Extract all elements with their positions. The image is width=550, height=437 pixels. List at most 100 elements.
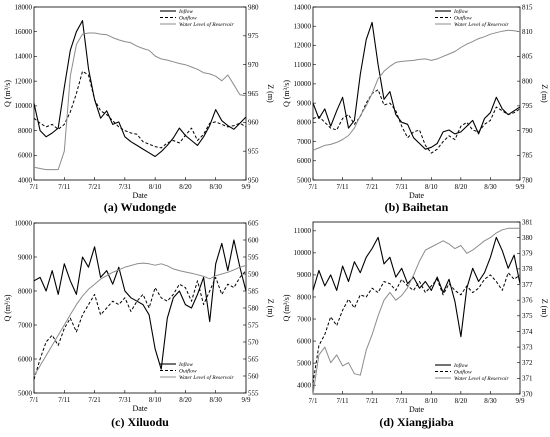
y-right-axis-label: Z (m) [540, 84, 549, 103]
y-left-tick-label: 5000 [297, 359, 312, 367]
series-line-outflow [312, 272, 521, 384]
y-right-tick-label: 378 [522, 265, 533, 273]
y-left-tick-label: 7000 [297, 138, 312, 146]
plot-frame [312, 221, 521, 395]
legend-label: Water Level of Reservoir [179, 21, 234, 28]
y-left-tick-label: 8000 [297, 119, 312, 127]
x-tick-label: 8/30 [484, 397, 497, 405]
y-right-axis-label: Z (m) [266, 84, 275, 103]
x-tick-label: 7/31 [395, 183, 408, 191]
x-tick-label: 7/11 [336, 183, 349, 191]
y-right-tick-label: 980 [248, 3, 259, 11]
y-left-tick-label: 4000 [297, 381, 312, 389]
y-right-tick-label: 785 [522, 152, 533, 160]
x-tick-label: 7/1 [309, 397, 318, 405]
y-right-tick-label: 565 [248, 355, 259, 363]
y-left-tick-label: 8000 [297, 293, 312, 301]
y-right-tick-label: 960 [248, 119, 259, 127]
chart-panel-a-wudongde: 4000 6000 8000 10000 12000 14000 16000 18000 950… [3, 3, 275, 214]
y-right-tick-label: 815 [522, 3, 533, 11]
x-tick-label: 7/11 [336, 397, 349, 405]
x-tick-label: 8/10 [425, 397, 438, 405]
legend-label: Water Level of Reservoir [454, 21, 509, 28]
y-right-tick-label: 780 [522, 176, 533, 184]
y-right-tick-label: 975 [248, 32, 259, 40]
y-right-tick-label: 585 [248, 287, 259, 295]
y-left-tick-label: 9000 [297, 99, 312, 107]
series-line-water-level-of-reservoir [33, 32, 247, 171]
y-left-tick-label: 10000 [15, 102, 33, 110]
x-tick-label: 7/1 [30, 183, 39, 191]
y-right-tick-label: 575 [248, 321, 259, 329]
y-right-tick-label: 605 [248, 219, 259, 227]
plot-frame [312, 6, 521, 181]
x-tick-label: 9/9 [516, 397, 525, 405]
x-tick-label: 7/1 [30, 396, 39, 404]
y-right-tick-label: 955 [248, 147, 259, 155]
y-left-tick-label: 16000 [15, 28, 33, 36]
y-left-tick-label: 6000 [297, 157, 312, 165]
legend-label: Water Level of Reservoir [454, 375, 509, 382]
x-tick-label: 7/21 [88, 396, 101, 404]
chart-panel-c-xiluodu: 5000 6000 7000 8000 9000 10000 555 560 565 570 575… [3, 219, 275, 429]
y-right-tick-label: 595 [248, 253, 259, 261]
y-right-tick-label: 600 [248, 236, 259, 244]
x-tick-label: 7/1 [309, 183, 318, 191]
x-tick-label: 7/31 [119, 183, 132, 191]
y-right-tick-label: 800 [522, 77, 533, 85]
series-line-outflow [312, 89, 521, 154]
y-right-tick-label: 810 [522, 28, 533, 36]
y-right-tick-label: 790 [522, 127, 533, 135]
legend-label: Outflow [454, 15, 472, 22]
x-tick-label: 8/10 [425, 183, 438, 191]
series-line-outflow [33, 270, 247, 380]
y-left-tick-label: 18000 [15, 3, 33, 11]
y-left-tick-label: 5000 [297, 176, 312, 184]
x-tick-label: 8/20 [455, 183, 468, 191]
y-right-axis-label: Z (m) [266, 299, 275, 318]
legend-label: Inflow [178, 8, 193, 15]
y-left-axis-label: Q (m³/s) [3, 294, 12, 321]
y-left-tick-label: 9000 [18, 253, 33, 261]
y-left-tick-label: 5000 [18, 389, 33, 397]
y-right-tick-label: 373 [522, 343, 533, 351]
y-right-tick-label: 795 [522, 102, 533, 110]
y-right-tick-label: 805 [522, 53, 533, 61]
y-left-tick-label: 10000 [294, 80, 312, 88]
x-tick-label: 8/30 [209, 183, 222, 191]
y-left-tick-label: 8000 [18, 127, 33, 135]
y-right-tick-label: 560 [248, 372, 259, 380]
y-right-tick-label: 965 [248, 90, 259, 98]
y-left-tick-label: 8000 [18, 287, 33, 295]
y-left-axis-label: Q (m³/s) [282, 80, 291, 107]
panel-caption: (d) Xiangjiaba [379, 415, 453, 429]
x-tick-label: 8/20 [455, 397, 468, 405]
legend-label: Outflow [179, 15, 197, 22]
x-axis-label: Date [409, 191, 425, 200]
plot-frame [33, 222, 247, 394]
x-tick-label: 7/11 [58, 183, 71, 191]
legend-label: Inflow [453, 362, 468, 369]
y-right-tick-label: 376 [522, 296, 533, 304]
series-line-outflow [33, 70, 247, 149]
x-tick-label: 7/31 [119, 396, 132, 404]
y-left-axis-label: Q (m³/s) [3, 80, 12, 107]
y-left-tick-label: 12000 [294, 42, 312, 50]
y-right-tick-label: 372 [522, 359, 533, 367]
y-right-tick-label: 590 [248, 270, 259, 278]
y-right-tick-label: 580 [248, 304, 259, 312]
x-tick-label: 8/20 [179, 396, 192, 404]
y-right-tick-label: 370 [522, 390, 533, 398]
series-line-inflow [33, 239, 247, 370]
legend-label: Outflow [179, 368, 197, 375]
x-tick-label: 7/21 [366, 183, 379, 191]
x-tick-label: 8/10 [149, 183, 162, 191]
x-tick-label: 9/9 [242, 183, 251, 191]
y-left-tick-label: 14000 [294, 3, 312, 11]
y-right-tick-label: 377 [522, 281, 533, 289]
panel-caption: (c) Xiluodu [111, 415, 169, 429]
y-right-tick-label: 570 [248, 338, 259, 346]
legend-label: Inflow [178, 361, 193, 368]
